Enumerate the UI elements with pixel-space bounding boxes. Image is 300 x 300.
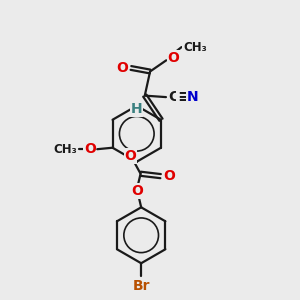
Text: H: H bbox=[131, 103, 143, 116]
Text: O: O bbox=[132, 184, 144, 198]
Text: O: O bbox=[84, 142, 96, 156]
Text: O: O bbox=[168, 51, 180, 65]
Text: CH₃: CH₃ bbox=[53, 143, 76, 156]
Text: O: O bbox=[116, 61, 128, 75]
Text: Br: Br bbox=[132, 279, 150, 293]
Text: N: N bbox=[187, 90, 199, 104]
Text: O: O bbox=[124, 149, 136, 163]
Text: O: O bbox=[164, 169, 175, 183]
Text: CH₃: CH₃ bbox=[183, 40, 207, 54]
Text: ≡: ≡ bbox=[177, 88, 191, 106]
Text: C: C bbox=[168, 90, 178, 104]
